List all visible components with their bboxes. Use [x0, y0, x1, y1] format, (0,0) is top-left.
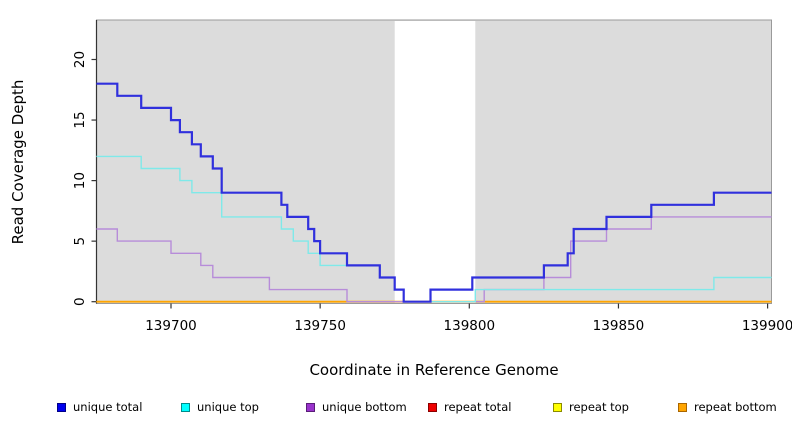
legend-swatch-icon: [57, 402, 66, 412]
legend-item-unique-top: unique top: [181, 400, 259, 414]
y-axis-tick-label: 15: [72, 111, 88, 128]
legend-label: repeat top: [569, 400, 629, 414]
series-unique-bottom-line: [96, 216, 772, 303]
legend-label: repeat bottom: [694, 400, 777, 414]
legend-label: unique top: [197, 400, 259, 414]
x-axis-tick-label: 139700: [145, 318, 197, 334]
legend-swatch-icon: [553, 402, 562, 412]
legend-label: unique bottom: [322, 400, 407, 414]
y-axis-tick-label: 0: [72, 297, 88, 306]
series-unique-top-line: [96, 155, 772, 303]
legend-swatch-icon: [181, 402, 190, 412]
legend-item-repeat-total: repeat total: [428, 400, 511, 414]
x-axis-tick-label: 139750: [294, 318, 346, 334]
y-axis-tick-label: 10: [72, 172, 88, 189]
y-axis-title: Read Coverage Depth: [9, 79, 27, 245]
legend-label: repeat total: [444, 400, 512, 414]
legend-item-repeat-bottom: repeat bottom: [678, 400, 777, 414]
masked-region: [394, 21, 476, 303]
x-axis-title: Coordinate in Reference Genome: [309, 361, 559, 379]
legend-swatch-icon: [678, 402, 687, 412]
y-axis-tick-label: 20: [72, 51, 88, 68]
legend-item-repeat-top: repeat top: [553, 400, 629, 414]
legend-item-unique-total: unique total: [57, 400, 142, 414]
x-axis-tick-label: 139800: [444, 318, 496, 334]
legend-label: unique total: [73, 400, 143, 414]
series-unique-total-line: [96, 82, 772, 303]
legend-swatch-icon: [306, 402, 315, 412]
x-axis-tick-label: 139850: [593, 318, 645, 334]
y-axis-tick-label: 5: [72, 237, 88, 246]
legend-swatch-icon: [428, 402, 437, 412]
legend-item-unique-bottom: unique bottom: [306, 400, 407, 414]
x-axis-tick-label: 139900: [742, 318, 792, 334]
